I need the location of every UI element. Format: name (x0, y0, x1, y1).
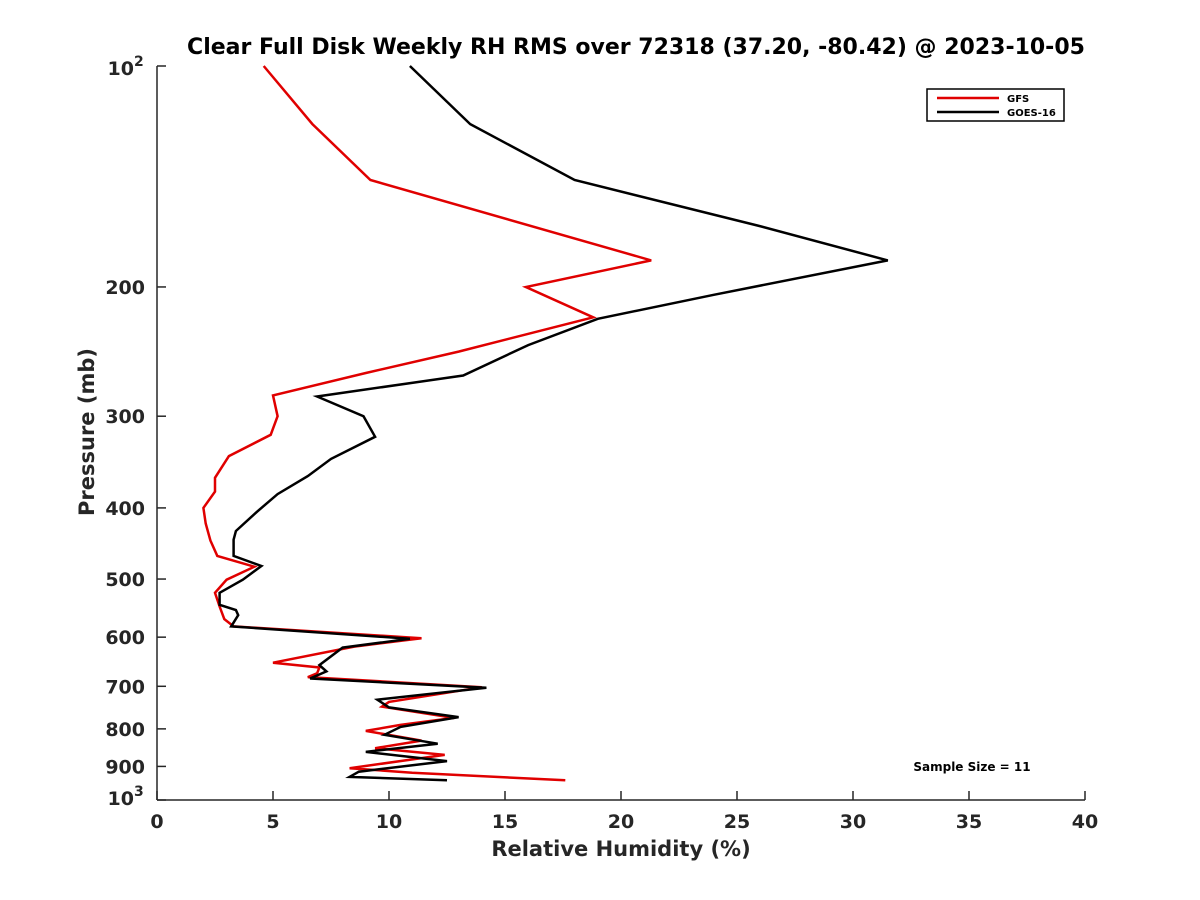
legend-label-gfs: GFS (1007, 94, 1029, 105)
x-tick-label: 25 (724, 811, 750, 833)
x-tick-label: 30 (840, 811, 866, 833)
legend-label-goes-16: GOES-16 (1007, 108, 1056, 119)
legend-box (926, 88, 1065, 122)
x-tick-label: 40 (1072, 811, 1098, 833)
y-tick-label: 600 (105, 627, 145, 649)
x-tick-label: 5 (266, 811, 279, 833)
x-tick-label: 35 (956, 811, 982, 833)
plot-area (202, 65, 889, 782)
y-tick-label: 700 (105, 676, 145, 698)
y-tick-label: 200 (105, 277, 145, 299)
y-tick-exponent: 3 (134, 784, 144, 800)
legend: GFS GOES-16 (926, 88, 1065, 122)
chart-title: Clear Full Disk Weekly RH RMS over 72318… (187, 35, 1085, 60)
x-tick-label: 15 (492, 811, 518, 833)
x-axis-label: Relative Humidity (%) (491, 837, 750, 861)
y-tick-label: 300 (105, 406, 145, 428)
series-line-goes-16 (218, 65, 889, 782)
y-tick-label: 400 (105, 498, 145, 520)
y-tick-exponent: 2 (134, 54, 144, 70)
y-tick-label: 10 (108, 58, 134, 80)
x-tick-label: 0 (150, 811, 163, 833)
series-line-gfs (202, 65, 652, 782)
sample-size-annotation: Sample Size = 11 (913, 760, 1030, 774)
x-tick-label: 10 (376, 811, 402, 833)
y-tick-label: 800 (105, 719, 145, 741)
y-tick-label: 10 (108, 788, 134, 810)
x-tick-label: 20 (608, 811, 634, 833)
y-tick-label: 500 (105, 569, 145, 591)
y-tick-label: 900 (105, 756, 145, 778)
y-axis-label: Pressure (mb) (75, 348, 99, 516)
